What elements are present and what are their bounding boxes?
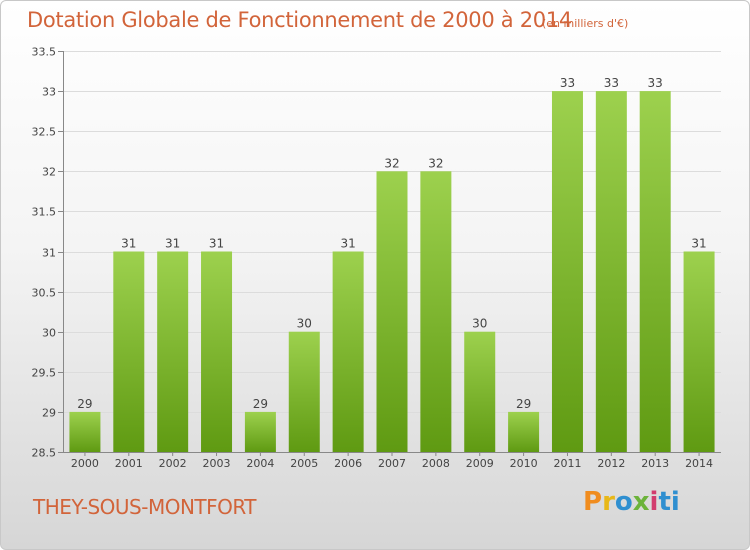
bar-2013	[639, 91, 671, 452]
data-label: 31	[691, 237, 706, 251]
bar-2003	[201, 251, 233, 452]
bar-2005	[288, 331, 320, 452]
x-tick-label: 2004	[246, 457, 274, 470]
bar-2002	[157, 251, 189, 452]
y-tick-label: 32	[42, 166, 56, 179]
bar-2012	[595, 91, 627, 452]
data-label: 33	[560, 76, 575, 90]
x-tick-label: 2005	[290, 457, 318, 470]
data-label: 31	[209, 237, 224, 251]
y-tick-label: 33	[42, 86, 56, 99]
chart-subtitle: (en milliers d'€)	[542, 17, 629, 30]
bar-2011	[551, 91, 583, 452]
x-tick-label: 2003	[203, 457, 231, 470]
bar-2009	[464, 331, 496, 452]
y-tick-label: 28.5	[32, 447, 57, 460]
data-label: 29	[77, 397, 92, 411]
x-tick-label: 2002	[159, 457, 187, 470]
x-tick-label: 2011	[553, 457, 581, 470]
y-tick-label: 31	[42, 247, 56, 260]
labels: 2000 29 2001 31 2002 31 2003 31 2004 29 2005 30 2006…	[71, 76, 713, 470]
bar-2014	[683, 251, 715, 452]
bar-2000	[69, 411, 101, 452]
y-tick-label: 33.5	[32, 46, 57, 59]
data-label: 31	[340, 237, 355, 251]
data-label: 30	[297, 317, 312, 331]
y-tick-label: 32.5	[32, 126, 57, 139]
x-tick-label: 2010	[510, 457, 538, 470]
y-tick-label: 31.5	[32, 206, 57, 219]
bars	[69, 91, 715, 453]
bar-2001	[113, 251, 145, 452]
data-label: 33	[648, 76, 663, 90]
bar-2007	[376, 171, 408, 453]
commune-name: THEY-SOUS-MONTFORT	[33, 495, 257, 519]
proxiti-logo: Proxiti	[583, 487, 680, 517]
y-tick-label: 29.5	[32, 367, 57, 380]
data-label: 31	[165, 237, 180, 251]
x-tick-label: 2012	[597, 457, 625, 470]
x-tick-label: 2009	[466, 457, 494, 470]
x-tick-label: 2007	[378, 457, 406, 470]
x-tick-label: 2014	[685, 457, 713, 470]
data-label: 29	[253, 397, 268, 411]
data-label: 32	[428, 156, 443, 170]
data-label: 33	[604, 76, 619, 90]
data-label: 32	[384, 156, 399, 170]
y-tick-label: 30.5	[32, 287, 57, 300]
x-tick-label: 2001	[115, 457, 143, 470]
y-tick-label: 30	[42, 327, 56, 340]
x-tick-label: 2008	[422, 457, 450, 470]
y-tick-label: 29	[42, 407, 56, 420]
x-tick-label: 2013	[641, 457, 669, 470]
x-tick-label: 2000	[71, 457, 99, 470]
bar-2006	[332, 251, 364, 452]
data-label: 29	[516, 397, 531, 411]
axes: 28.5 29 29.5 30 30.5 31 31.5 32 32.5 33 33.5	[32, 46, 721, 460]
chart-title: Dotation Globale de Fonctionnement de 20…	[27, 8, 572, 32]
bar-2004	[244, 411, 276, 452]
x-tick-label: 2006	[334, 457, 362, 470]
bar-2008	[420, 171, 452, 453]
bar-2010	[508, 411, 540, 452]
data-label: 30	[472, 317, 487, 331]
data-label: 31	[121, 237, 136, 251]
